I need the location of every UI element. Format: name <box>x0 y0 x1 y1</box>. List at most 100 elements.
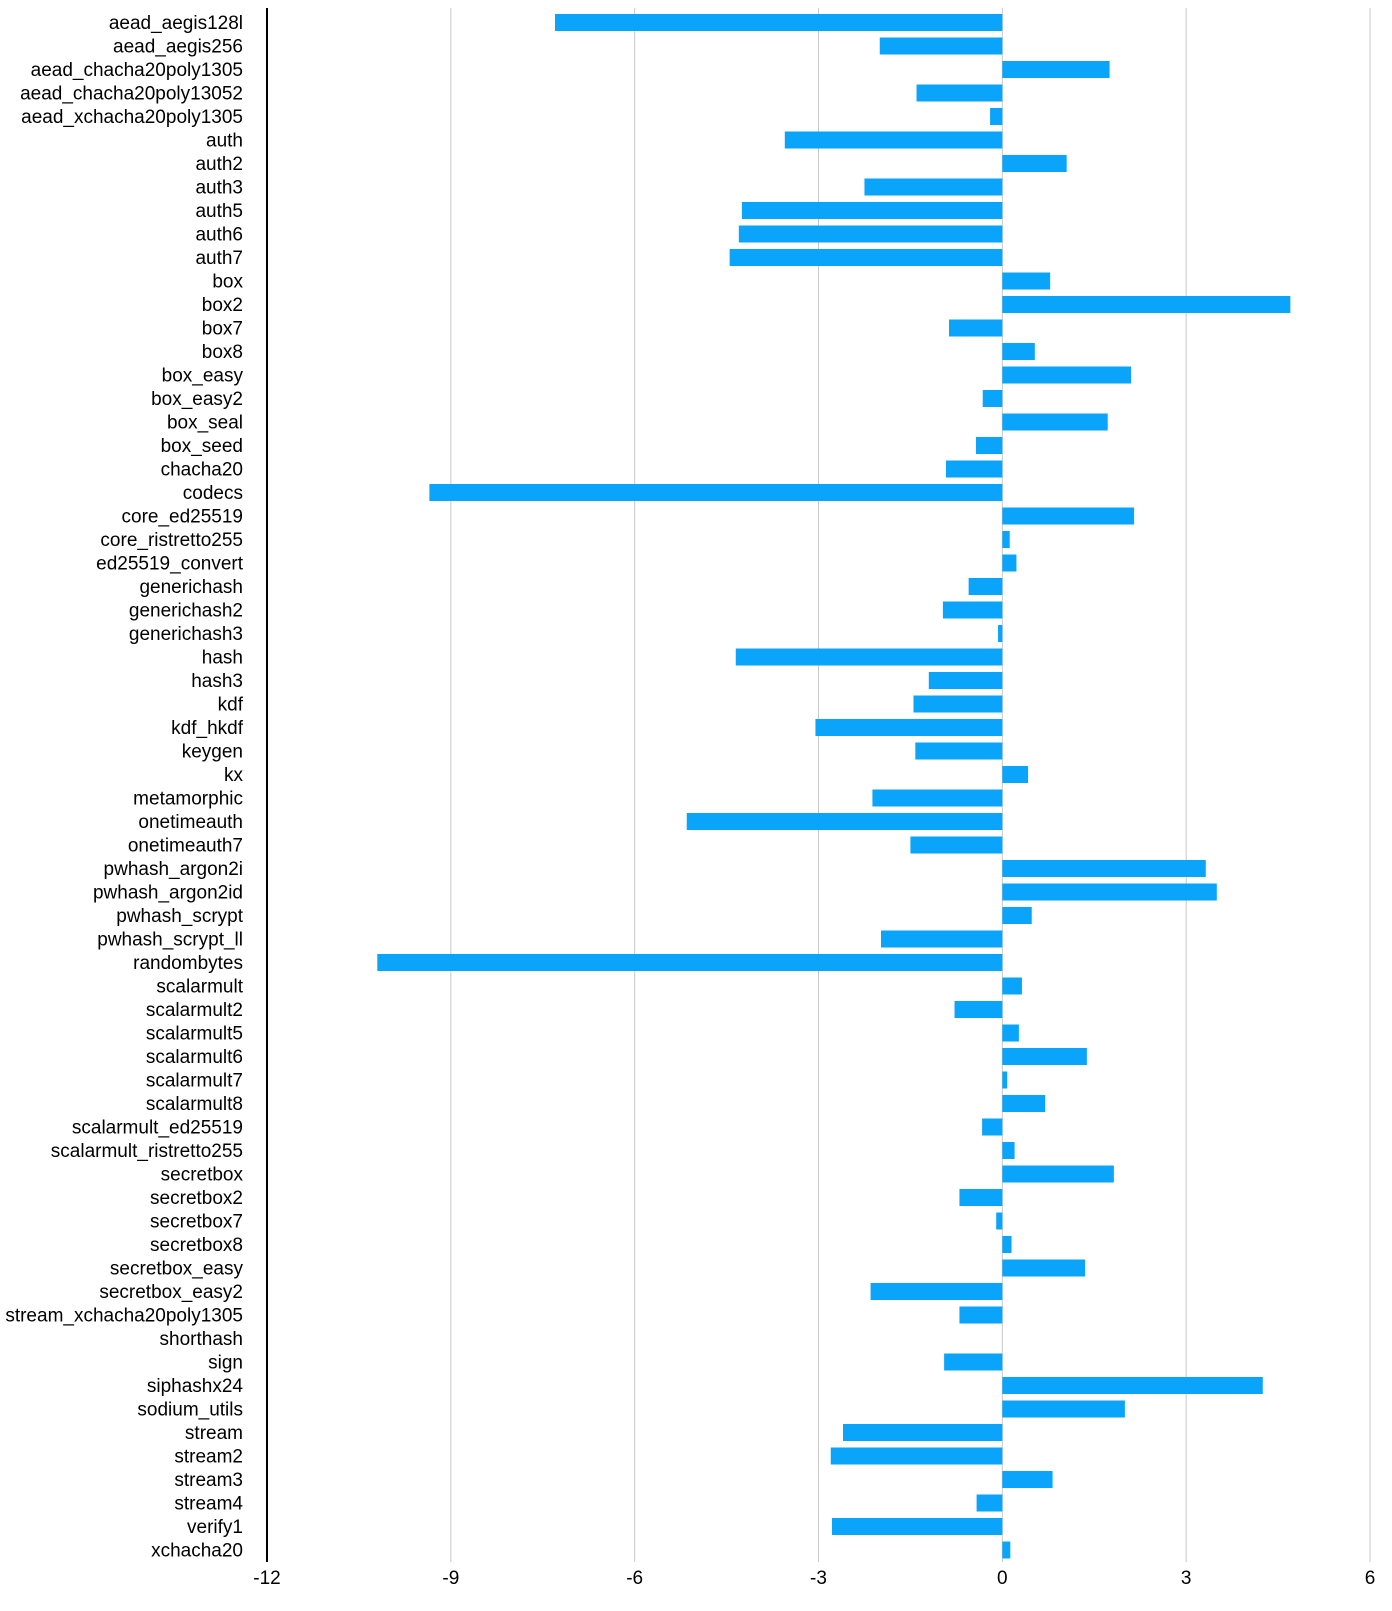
category-label: aead_aegis256 <box>113 37 243 58</box>
x-tick-label: -3 <box>810 1568 827 1589</box>
category-label: scalarmult5 <box>146 1024 243 1045</box>
label-layer: -12 -9 -6 -3 0 3 6 aead_aegis128l aead_aegis256a… <box>5 13 1375 1589</box>
bar-randombytes <box>377 954 1003 971</box>
category-label: aead_chacha20poly13052 <box>20 84 243 105</box>
bar-secretbox8 <box>1002 1236 1012 1253</box>
category-label: box_seal <box>167 413 243 434</box>
category-label: siphashx24 <box>147 1376 244 1397</box>
category-label: sodium_utils <box>137 1400 243 1421</box>
bar-box_easy <box>1002 366 1132 384</box>
bar-sodium_utils <box>1002 1400 1125 1418</box>
category-label: generichash3 <box>129 624 243 645</box>
x-tick-label: -12 <box>253 1568 280 1589</box>
category-label: codecs <box>183 483 243 504</box>
bar-box_easy2 <box>982 390 1003 407</box>
bar-box7 <box>949 319 1003 337</box>
category-label: keygen <box>182 742 243 763</box>
category-label: secretbox7 <box>150 1212 243 1233</box>
bar-aead_xchacha20poly1305 <box>990 108 1003 125</box>
category-label: pwhash_scrypt_ll <box>97 930 243 951</box>
category-label: generichash2 <box>129 601 243 622</box>
bar-stream4 <box>976 1494 1003 1512</box>
bar-scalarmult5 <box>1002 1024 1019 1042</box>
bar-aead_chacha20poly1305 <box>1002 61 1110 78</box>
bar-core_ed25519 <box>1002 507 1135 525</box>
category-label: pwhash_scrypt <box>116 906 243 927</box>
category-label: stream2 <box>174 1447 243 1468</box>
category-label: onetimeauth7 <box>128 836 243 857</box>
bar-stream2 <box>830 1447 1003 1465</box>
bar-pwhash_scrypt_ll <box>881 930 1003 948</box>
category-label: core_ed25519 <box>122 507 244 528</box>
bar-auth6 <box>738 225 1003 243</box>
bar-onetimeauth7 <box>910 836 1003 854</box>
category-label: hash <box>202 648 243 669</box>
category-label: onetimeauth <box>138 812 243 833</box>
category-label: scalarmult6 <box>146 1047 243 1068</box>
category-label: scalarmult7 <box>146 1071 243 1092</box>
category-label: box2 <box>202 295 243 316</box>
category-label: auth5 <box>195 201 243 222</box>
bar-auth <box>784 131 1003 149</box>
category-label: auth3 <box>195 178 243 199</box>
bar-auth7 <box>729 249 1003 266</box>
grid-layer <box>450 8 1371 1562</box>
category-label: box7 <box>202 319 243 340</box>
bar-pwhash_argon2i <box>1002 860 1206 877</box>
category-label: core_ristretto255 <box>100 530 243 551</box>
category-label: scalarmult_ristretto255 <box>51 1141 243 1162</box>
category-label: scalarmult <box>156 977 243 998</box>
category-label: secretbox_easy <box>110 1259 244 1280</box>
category-label: verify1 <box>187 1517 243 1538</box>
category-label: secretbox8 <box>150 1235 243 1256</box>
bar-stream3 <box>1002 1471 1053 1488</box>
category-label: kdf <box>218 695 244 716</box>
bar-onetimeauth <box>686 813 1003 830</box>
category-label: secretbox2 <box>150 1188 243 1209</box>
bar-pwhash_argon2id <box>1002 883 1217 901</box>
bar-generichash2 <box>942 601 1003 619</box>
bar-kdf <box>913 695 1003 713</box>
bar-core_ristretto255 <box>1002 531 1010 548</box>
bar-auth3 <box>864 178 1003 196</box>
bar-auth2 <box>1002 155 1067 172</box>
bar-box_seed <box>975 437 1003 454</box>
bar-scalarmult <box>1002 977 1022 995</box>
bar-generichash3 <box>998 625 1003 642</box>
category-label: stream <box>185 1423 243 1444</box>
bar-box2 <box>1002 296 1291 313</box>
category-label: auth2 <box>195 154 243 175</box>
bar-generichash <box>968 578 1003 595</box>
bar-kx <box>1002 766 1029 783</box>
category-label: auth7 <box>195 248 243 269</box>
category-label: kdf_hkdf <box>171 718 244 739</box>
x-tick-label: -9 <box>442 1568 459 1589</box>
bar-aead_chacha20poly13052 <box>916 84 1003 102</box>
category-label: stream4 <box>174 1494 243 1515</box>
category-label: box_seed <box>161 436 243 457</box>
category-label: aead_aegis128l <box>109 13 243 34</box>
category-label: box_easy <box>162 366 244 387</box>
category-label: metamorphic <box>133 789 243 810</box>
bar-stream_xchacha20poly1305 <box>959 1306 1003 1324</box>
bar-stream <box>843 1424 1003 1441</box>
bar-scalarmult2 <box>954 1001 1003 1018</box>
category-label: auth <box>206 131 243 152</box>
bar-hash <box>735 648 1003 666</box>
category-label: generichash <box>139 577 243 598</box>
category-label: aead_chacha20poly1305 <box>31 60 243 81</box>
bar-aead_aegis128l <box>555 14 1003 31</box>
category-label: box <box>212 272 243 293</box>
x-tick-label: 3 <box>1181 1568 1192 1589</box>
bar-auth5 <box>741 202 1003 219</box>
bar-xchacha20 <box>1002 1541 1011 1559</box>
bar-box_seal <box>1002 413 1108 431</box>
bar-ed25519_convert <box>1002 554 1017 572</box>
category-label: scalarmult_ed25519 <box>72 1118 243 1139</box>
category-label: box8 <box>202 342 243 363</box>
bar-hash3 <box>928 672 1003 689</box>
bar-secretbox <box>1002 1165 1114 1183</box>
category-label: randombytes <box>133 953 243 974</box>
bar-scalarmult8 <box>1002 1095 1046 1112</box>
bar-secretbox7 <box>996 1212 1003 1230</box>
